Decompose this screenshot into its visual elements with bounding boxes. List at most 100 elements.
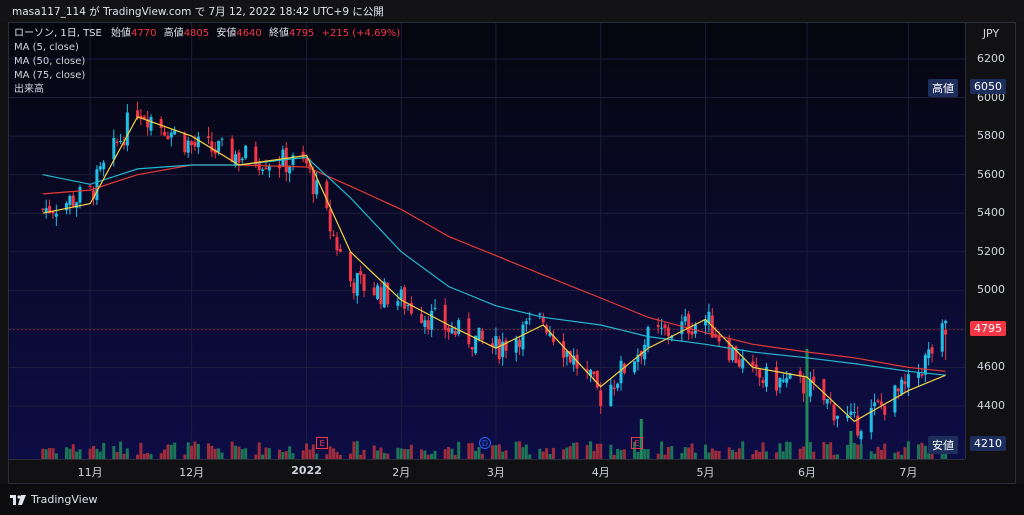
candle-body xyxy=(474,335,478,354)
volume-bar xyxy=(92,445,96,459)
candle-body xyxy=(785,377,789,383)
volume-bar xyxy=(551,447,555,459)
volume-bar xyxy=(893,452,897,459)
volume-bar xyxy=(64,447,68,459)
candle-body xyxy=(78,186,82,203)
volume-bar xyxy=(524,444,528,459)
candle-body xyxy=(325,181,329,208)
candle-body xyxy=(477,327,481,340)
candle-body xyxy=(264,167,268,170)
candle-body xyxy=(41,208,45,210)
high-tag-value: 6050 xyxy=(970,79,1006,94)
volume-bar xyxy=(731,449,735,459)
volume-bar xyxy=(710,448,714,459)
time-axis[interactable] xyxy=(9,459,965,483)
candle-body xyxy=(75,202,79,208)
candle-body xyxy=(173,129,177,135)
volume-bar xyxy=(68,448,72,459)
volume-bar xyxy=(359,454,363,459)
volume-bar xyxy=(785,441,789,459)
volume-bar xyxy=(727,447,731,459)
candle-body xyxy=(196,136,200,148)
candle-body xyxy=(585,369,589,373)
volume-bar xyxy=(900,454,904,459)
candle-body xyxy=(504,340,508,351)
candle-body xyxy=(267,165,271,171)
volume-bar xyxy=(88,448,92,459)
volume-bar xyxy=(575,442,579,459)
candle-body xyxy=(754,364,758,368)
volume-bar xyxy=(379,447,383,459)
candle-body xyxy=(778,378,782,388)
volume-bar xyxy=(44,449,48,459)
price-chart[interactable] xyxy=(9,23,965,459)
legend-ma75[interactable]: MA (75, close) xyxy=(14,70,86,81)
price-tick-label: 4600 xyxy=(977,360,1005,374)
candle-body xyxy=(906,374,910,388)
volume-bar xyxy=(386,453,390,459)
volume-bar xyxy=(707,452,711,459)
candle-body xyxy=(666,327,670,336)
candle-body xyxy=(169,132,173,138)
volume-bar xyxy=(41,448,45,459)
time-tick-label: 11月 xyxy=(77,466,103,479)
candle-body xyxy=(572,355,576,365)
volume-bar xyxy=(619,450,623,459)
candle-body xyxy=(541,316,545,323)
open-value: 4770 xyxy=(131,28,157,39)
ma50-line xyxy=(42,156,946,376)
candle-body xyxy=(362,274,366,291)
volume-bar xyxy=(355,441,359,459)
volume-bar xyxy=(163,449,167,459)
volume-bar xyxy=(741,441,745,459)
volume-bar xyxy=(812,451,816,459)
volume-bar xyxy=(825,444,829,459)
candle-body xyxy=(257,162,261,171)
last-price-tag: 4795 xyxy=(970,321,1006,336)
candle-body xyxy=(122,142,126,146)
volume-bar xyxy=(301,450,305,459)
candle-body xyxy=(115,141,119,143)
volume-bar xyxy=(115,451,119,459)
dividend-marker[interactable]: D xyxy=(479,437,491,449)
candle-body xyxy=(376,285,380,299)
candle-body xyxy=(781,379,785,382)
candle-body xyxy=(917,372,921,378)
last-candle-body xyxy=(944,329,948,335)
candle-body xyxy=(163,131,167,136)
legend-volume[interactable]: 出来高 xyxy=(14,84,44,95)
volume-bar xyxy=(119,441,123,459)
publisher-text: masa117_114 が TradingView.com で 7月 12, 2… xyxy=(12,5,384,18)
earnings-marker[interactable]: E xyxy=(316,437,328,449)
ma5-line xyxy=(42,116,946,423)
volume-bar xyxy=(328,446,332,459)
volume-bar-spike xyxy=(849,431,853,459)
candle-body xyxy=(142,116,146,120)
volume-bar xyxy=(589,441,593,459)
candle-body xyxy=(612,387,616,390)
candle-body xyxy=(112,137,116,160)
price-axis[interactable]: JPY 620060005800560054005200500048004600… xyxy=(965,23,1015,459)
plot-area[interactable] xyxy=(9,23,965,459)
volume-bar xyxy=(940,449,944,459)
candle-body xyxy=(335,237,339,251)
candle-body xyxy=(190,141,194,145)
volume-bar xyxy=(514,441,518,459)
candle-body xyxy=(900,379,904,394)
candle-body xyxy=(687,313,691,334)
candle-body xyxy=(237,152,241,163)
candle-body xyxy=(856,415,860,436)
candle-body xyxy=(349,251,353,282)
candle-body xyxy=(64,203,68,211)
low-label: 安値 xyxy=(216,28,237,39)
volume-bar xyxy=(122,453,126,459)
candle-body xyxy=(920,374,924,376)
earnings-marker-2[interactable]: E xyxy=(631,437,643,449)
candle-body xyxy=(656,325,660,327)
legend-ma5[interactable]: MA (5, close) xyxy=(14,42,79,53)
chart-legend: ローソン, 1日, TSE 始値4770 高値4805 安値4640 終値479… xyxy=(14,27,400,97)
candle-body xyxy=(528,318,532,320)
candle-body xyxy=(409,303,413,314)
volume-bar xyxy=(125,448,129,459)
legend-ma50[interactable]: MA (50, close) xyxy=(14,56,86,67)
